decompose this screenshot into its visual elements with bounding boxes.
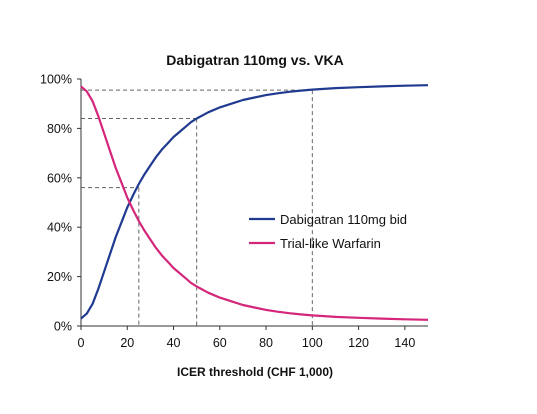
x-tick-label: 100 — [302, 336, 323, 350]
reference-lines — [81, 89, 313, 326]
series-line-1 — [80, 84, 429, 320]
x-axis-label: ICER threshold (CHF 1,000) — [177, 365, 333, 379]
legend-label-1: Dabigatran 110mg bid — [280, 212, 407, 227]
y-tick-label: 80% — [47, 122, 72, 136]
y-tick-label: 0% — [54, 320, 72, 334]
x-tick-label: 40 — [167, 336, 181, 350]
series-lines — [80, 84, 429, 321]
y-tick-label: 20% — [47, 270, 72, 284]
x-tick-label: 0 — [78, 336, 85, 350]
x-tick-label: 120 — [348, 336, 369, 350]
y-tick-label: 40% — [47, 221, 72, 235]
x-tick-label: 140 — [394, 336, 415, 350]
legend-label-2: Trial-like Warfarin — [280, 236, 381, 251]
x-tick-label: 60 — [213, 336, 227, 350]
x-tick-label: 80 — [259, 336, 273, 350]
chart-title: Dabigatran 110mg vs. VKA — [166, 52, 343, 68]
series-line-2 — [80, 85, 429, 321]
y-tick-label: 60% — [47, 171, 72, 185]
legend: Dabigatran 110mg bid Trial-like Warfarin — [249, 212, 407, 251]
x-tick-label: 20 — [120, 336, 134, 350]
axes: 0% 20% 40% 60% 80% 100% 0 20 40 60 80 100 120 140 — [40, 73, 428, 350]
y-tick-label: 100% — [40, 73, 72, 87]
